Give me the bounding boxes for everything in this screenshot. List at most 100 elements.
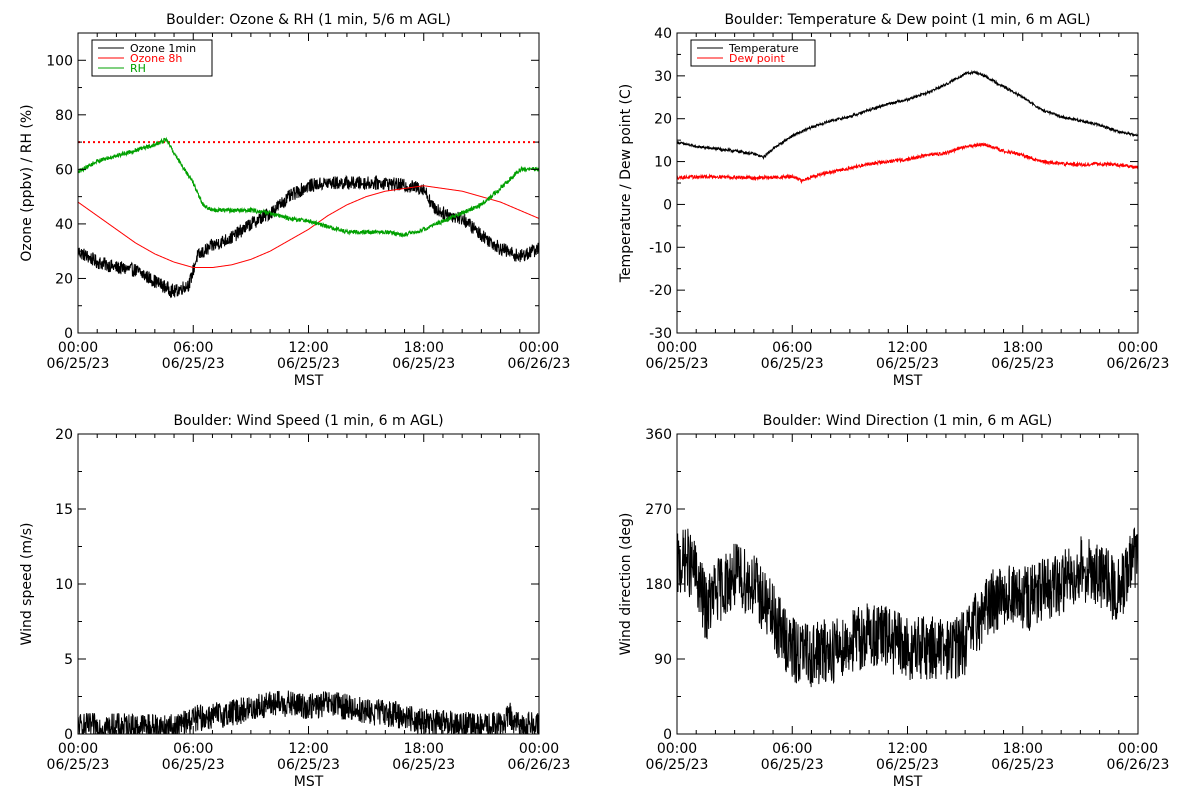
x-tick-date-label: 06/25/23 [646,757,709,773]
y-tick-label: 15 [55,502,73,518]
x-tick-date-label: 06/25/23 [876,356,939,372]
legend-label: Ozone 1min [130,42,196,55]
x-axis-label: MST [294,774,324,790]
x-tick-date-label: 06/25/23 [392,757,455,773]
y-tick-label: 60 [55,162,73,178]
y-tick-label: 80 [55,108,73,124]
chart-title: Boulder: Temperature & Dew point (1 min,… [724,12,1090,28]
plot-area [677,69,1138,185]
x-tick-time-label: 06:00 [173,741,213,757]
y-tick-label: 360 [645,427,672,443]
y-axis-label: Ozone (ppbv) / RH (%) [19,104,35,261]
x-tick-time-label: 00:00 [1118,741,1158,757]
series-line-ozone-8h [78,185,539,269]
x-tick-time-label: 18:00 [404,741,444,757]
x-tick-time-label: 00:00 [657,741,697,757]
x-tick-date-label: 06/25/23 [162,356,225,372]
y-tick-label: 0 [64,326,73,342]
chart-panel-wind_dir: Boulder: Wind Direction (1 min, 6 m AGL)… [618,413,1169,790]
x-tick-time-label: 00:00 [519,340,559,356]
x-tick-date-label: 06/25/23 [761,356,824,372]
y-axis-label: Temperature / Dew point (C) [618,84,634,283]
y-tick-label: 10 [55,577,73,593]
series-line-wind_speed [78,690,539,734]
y-tick-label: 20 [654,112,672,128]
y-tick-label: 20 [55,427,73,443]
x-tick-time-label: 12:00 [887,340,927,356]
series-line-wind_dir [677,527,1138,688]
x-tick-time-label: 00:00 [1118,340,1158,356]
series-line-dew-point [677,142,1138,185]
chart-panel-temp_dew: Boulder: Temperature & Dew point (1 min,… [618,12,1169,389]
x-tick-time-label: 00:00 [58,340,98,356]
y-tick-label: 180 [645,577,672,593]
x-axis-label: MST [893,774,923,790]
plot-frame [676,32,1139,334]
chart-title: Boulder: Wind Speed (1 min, 6 m AGL) [173,413,443,429]
plot-frame [77,433,540,735]
y-tick-label: 0 [663,197,672,213]
y-tick-label: 270 [645,502,672,518]
x-tick-date-label: 06/25/23 [991,356,1054,372]
chart-title: Boulder: Ozone & RH (1 min, 5/6 m AGL) [166,12,451,28]
x-tick-time-label: 12:00 [288,741,328,757]
x-tick-time-label: 00:00 [519,741,559,757]
x-tick-time-label: 18:00 [1003,340,1043,356]
y-tick-label: 5 [64,652,73,668]
y-tick-label: 90 [654,652,672,668]
y-tick-label: 40 [55,217,73,233]
y-tick-label: 100 [46,53,73,69]
plot-area [78,690,539,734]
y-axis-label: Wind speed (m/s) [19,523,35,646]
x-tick-time-label: 18:00 [404,340,444,356]
x-tick-time-label: 06:00 [772,340,812,356]
legend-box [690,39,816,67]
y-tick-label: -30 [649,326,672,342]
plot-area [78,136,539,299]
y-tick-label: 30 [654,69,672,85]
legend-label: Temperature [728,42,799,55]
legend-label: Ozone 8h [130,52,182,65]
y-tick-label: 40 [654,26,672,42]
x-tick-date-label: 06/25/23 [991,757,1054,773]
x-axis-label: MST [893,373,923,389]
legend-label: RH [130,62,146,75]
x-tick-date-label: 06/25/23 [47,356,110,372]
x-tick-date-label: 06/25/23 [646,356,709,372]
x-tick-date-label: 06/25/23 [761,757,824,773]
x-tick-date-label: 06/25/23 [277,757,340,773]
x-tick-time-label: 06:00 [173,340,213,356]
x-tick-date-label: 06/25/23 [277,356,340,372]
chart-panel-wind_speed: Boulder: Wind Speed (1 min, 6 m AGL) 0 5 10… [19,413,570,790]
x-tick-time-label: 12:00 [288,340,328,356]
series-line-ozone-1min [78,174,539,299]
series-line-temperature [677,69,1138,161]
x-tick-time-label: 18:00 [1003,741,1043,757]
x-tick-date-label: 06/26/23 [508,757,571,773]
chart-panel-ozone_rh: Boulder: Ozone & RH (1 min, 5/6 m AGL) 0 2… [19,12,570,389]
plot-area [677,527,1138,688]
x-axis-label: MST [294,373,324,389]
x-tick-date-label: 06/26/23 [508,356,571,372]
chart-title: Boulder: Wind Direction (1 min, 6 m AGL) [763,413,1052,429]
x-tick-time-label: 00:00 [58,741,98,757]
x-tick-time-label: 12:00 [887,741,927,757]
y-axis-label: Wind direction (deg) [618,513,634,656]
y-tick-label: -10 [649,240,672,256]
series-line-rh [78,136,539,238]
y-tick-label: -20 [649,283,672,299]
x-tick-time-label: 00:00 [657,340,697,356]
x-tick-time-label: 06:00 [772,741,812,757]
y-tick-label: 0 [64,727,73,743]
x-tick-date-label: 06/26/23 [1107,356,1170,372]
x-tick-date-label: 06/25/23 [47,757,110,773]
y-tick-label: 0 [663,727,672,743]
x-tick-date-label: 06/26/23 [1107,757,1170,773]
legend-label: Dew point [729,52,785,65]
y-tick-label: 20 [55,271,73,287]
x-tick-date-label: 06/25/23 [392,356,455,372]
y-tick-label: 10 [654,155,672,171]
x-tick-date-label: 06/25/23 [162,757,225,773]
x-tick-date-label: 06/25/23 [876,757,939,773]
